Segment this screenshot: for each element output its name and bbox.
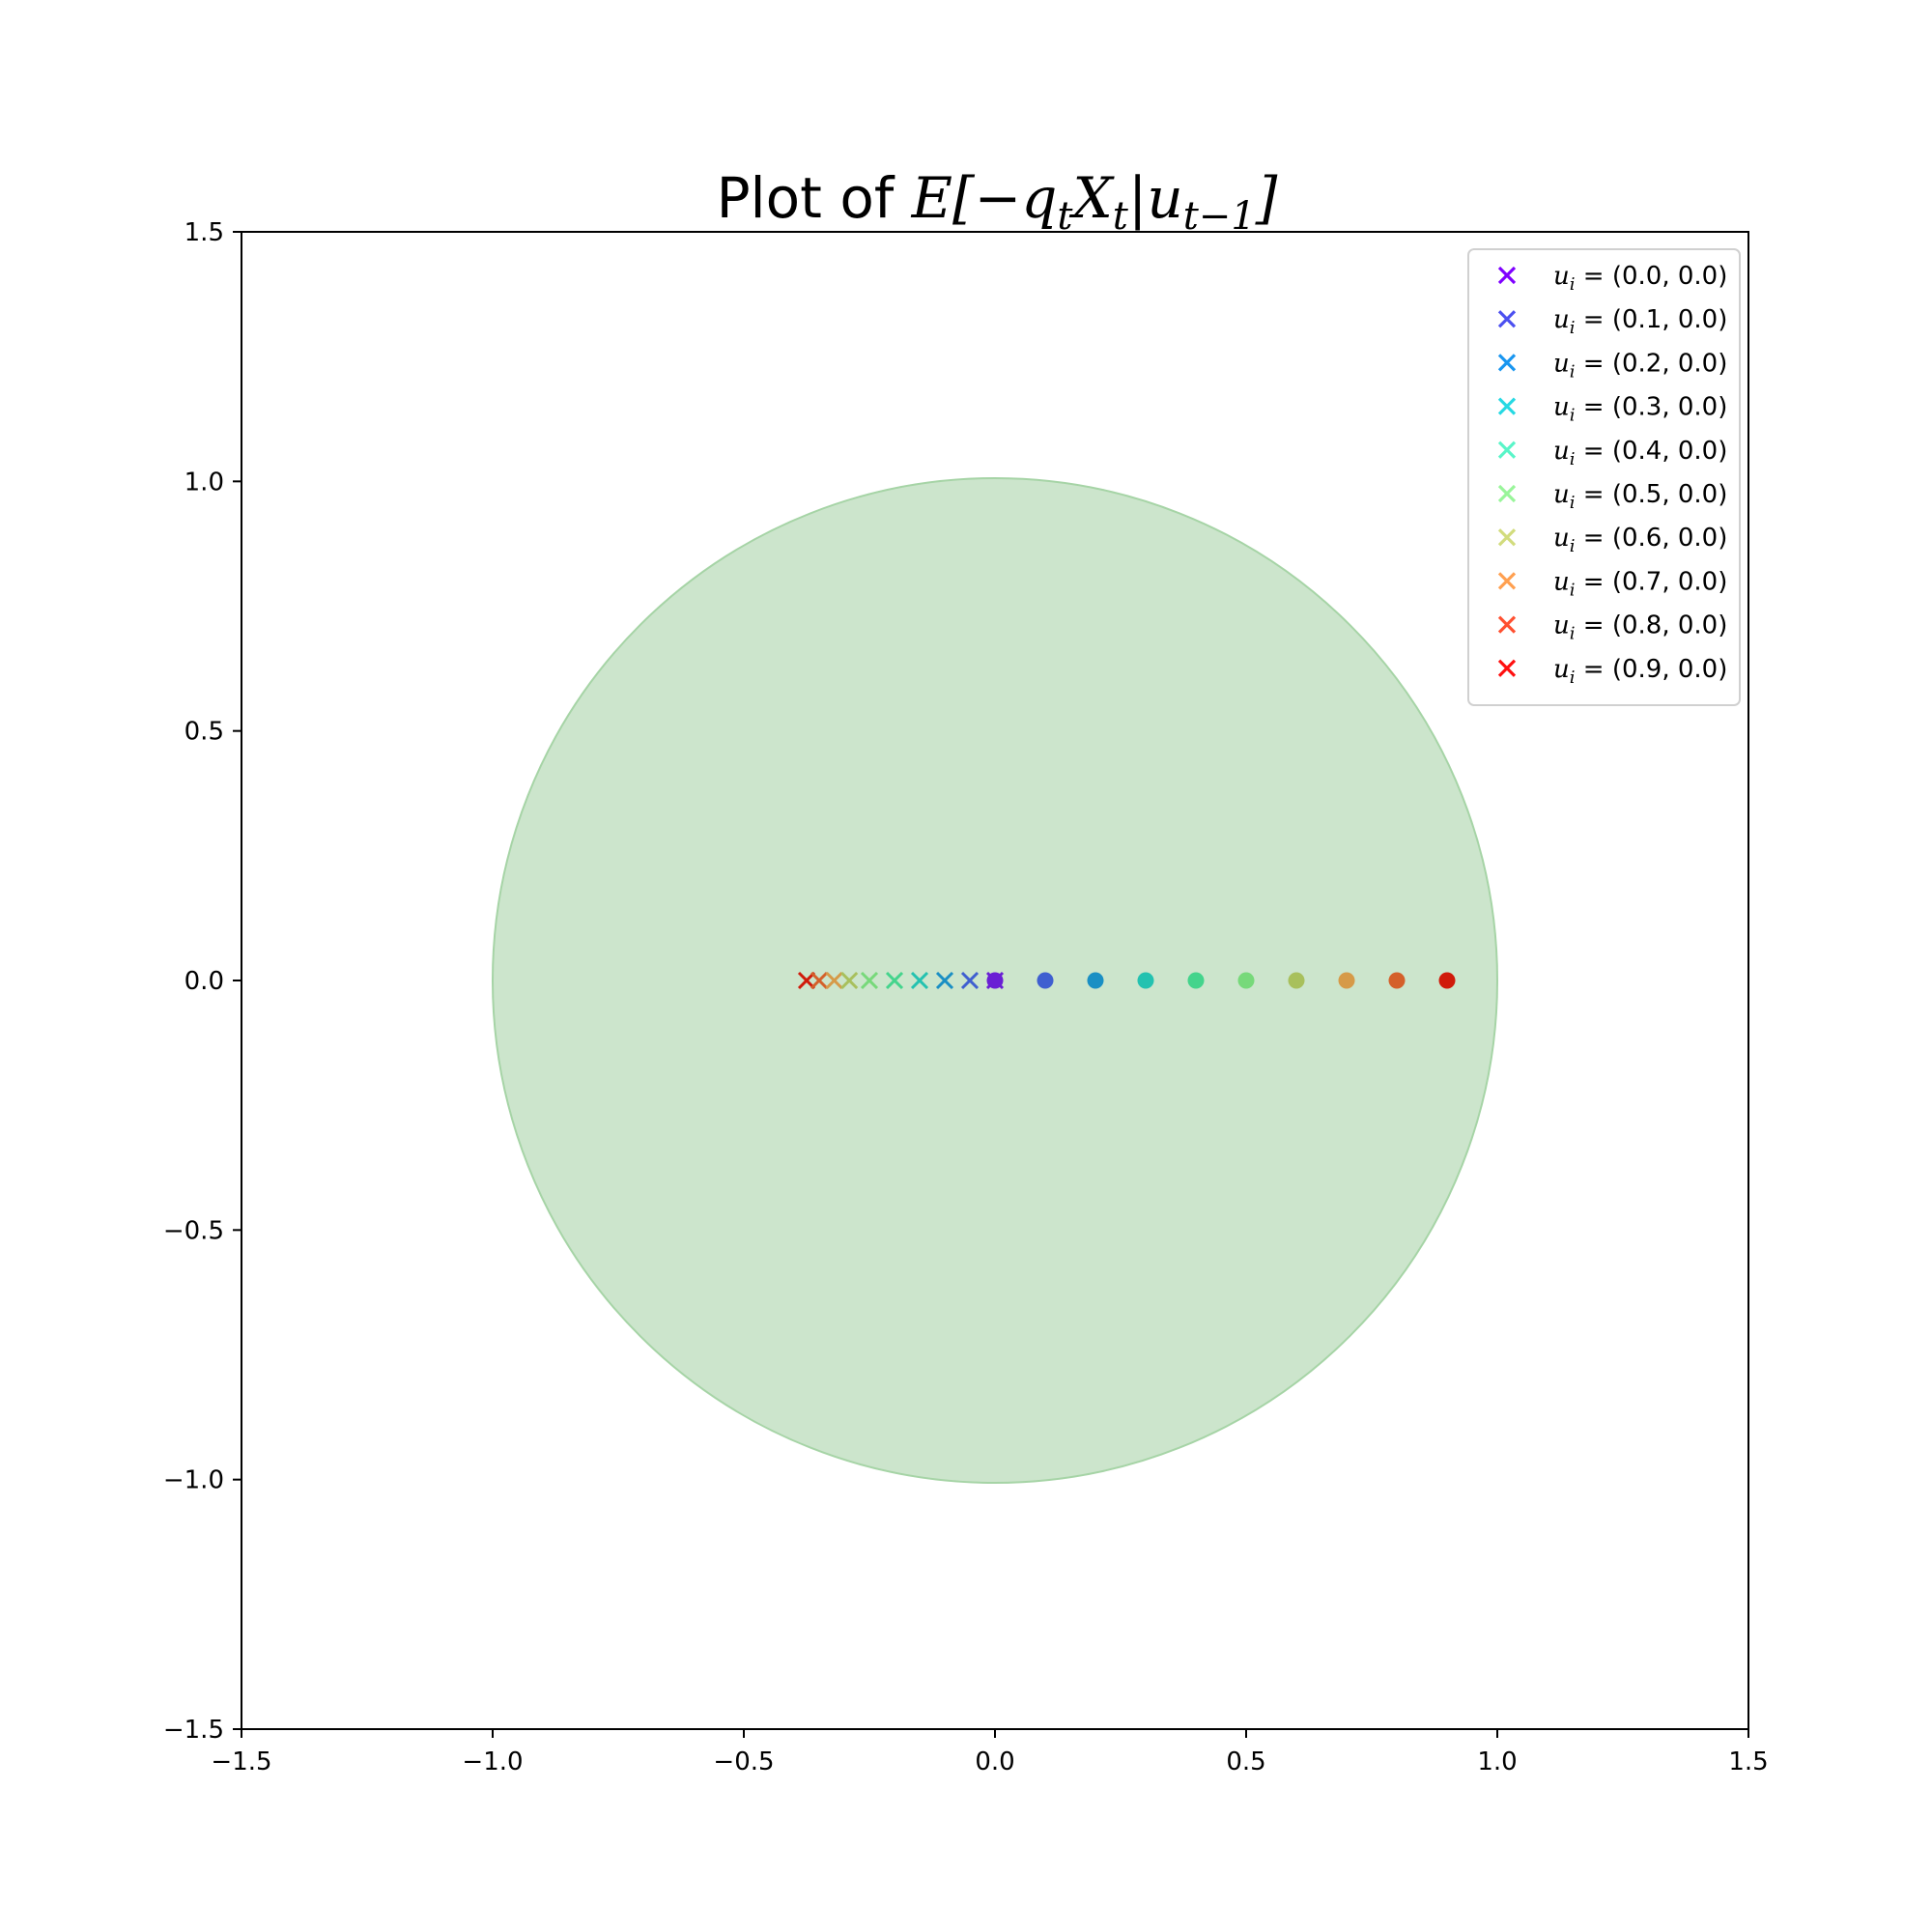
- u-point-2: [1087, 972, 1104, 989]
- legend-marker-7: [1497, 572, 1517, 590]
- chart-title: Plot of E[−qtXt|ut−1]: [717, 165, 1278, 239]
- legend-marker-stroke-b: [1497, 615, 1517, 634]
- legend-marker-2: [1497, 354, 1517, 372]
- u-point-4: [1187, 972, 1205, 989]
- y-tick-label-0: −1.5: [163, 1716, 224, 1745]
- legend-marker-stroke-b: [1497, 659, 1517, 677]
- expected-marker-8: [810, 971, 829, 990]
- u-point-8: [1388, 972, 1406, 989]
- legend-label-6: ui = (0.6, 0.0): [1553, 524, 1727, 556]
- expected-marker-stroke-b: [825, 971, 843, 990]
- expected-marker-4: [885, 971, 904, 990]
- title-mid: X: [1068, 165, 1115, 231]
- expected-marker-1: [960, 971, 980, 990]
- legend-marker-0: [1497, 266, 1517, 285]
- u-point-7: [1338, 972, 1355, 989]
- legend-label-8: ui = (0.8, 0.0): [1553, 611, 1727, 644]
- legend-marker-4: [1497, 440, 1517, 459]
- expected-marker-7: [825, 971, 843, 990]
- legend-marker-stroke-b: [1497, 266, 1517, 285]
- legend-marker-stroke-b: [1497, 528, 1517, 547]
- legend-marker-stroke-b: [1497, 354, 1517, 372]
- y-tick-label-6: 1.5: [185, 218, 224, 247]
- legend-label-3: ui = (0.3, 0.0): [1553, 393, 1727, 426]
- u-point-5: [1237, 972, 1255, 989]
- expected-marker-stroke-b: [985, 971, 1005, 990]
- expected-marker-stroke-b: [910, 971, 929, 990]
- axes: −1.5 −1.0 −0.5 0.0 0.5 1.0 1.5 −1.5 −1.0 −0.5 0.0 0…: [163, 218, 1769, 1776]
- chart-marks: [797, 971, 1456, 990]
- u-point-9: [1438, 972, 1456, 989]
- expected-marker-stroke-b: [935, 971, 954, 990]
- y-tick-label-3: 0.0: [185, 967, 224, 996]
- title-pipe: |u: [1128, 165, 1183, 231]
- legend-marker-stroke-b: [1497, 397, 1517, 415]
- title-sub1: t: [1057, 194, 1073, 239]
- u-point-1: [1037, 972, 1054, 989]
- x-tick-label-5: 1.0: [1477, 1747, 1517, 1776]
- legend-box: [1467, 248, 1741, 706]
- legend-marker-stroke-b: [1497, 440, 1517, 459]
- title-close: ]: [1255, 165, 1278, 231]
- expected-marker-stroke-b: [860, 971, 879, 990]
- y-tick-label-4: 0.5: [185, 718, 224, 747]
- legend-label-0: ui = (0.0, 0.0): [1553, 262, 1727, 295]
- legend-marker-stroke-b: [1497, 484, 1517, 503]
- legend: ui = (0.0, 0.0) ui = (0.1, 0.0) ui = (0.2,…: [1467, 248, 1741, 706]
- legend-label-4: ui = (0.4, 0.0): [1553, 437, 1727, 469]
- legend-marker-6: [1497, 528, 1517, 547]
- title-sub2: t: [1113, 194, 1129, 239]
- x-tick-label-0: −1.5: [211, 1747, 271, 1776]
- expected-marker-stroke-b: [960, 971, 980, 990]
- x-tick-label-6: 1.5: [1728, 1747, 1768, 1776]
- title-prefix: Plot of: [717, 165, 912, 231]
- x-tick-label-1: −1.0: [462, 1747, 523, 1776]
- legend-marker-stroke-b: [1497, 310, 1517, 328]
- legend-marker-1: [1497, 310, 1517, 328]
- legend-label-2: ui = (0.2, 0.0): [1553, 349, 1727, 382]
- legend-label-1: ui = (0.1, 0.0): [1553, 305, 1727, 338]
- expected-marker-5: [860, 971, 879, 990]
- y-tick-label-1: −1.0: [163, 1466, 224, 1495]
- legend-label-5: ui = (0.5, 0.0): [1553, 480, 1727, 513]
- expected-marker-stroke-b: [885, 971, 904, 990]
- y-tick-label-2: −0.5: [163, 1216, 224, 1245]
- legend-label-7: ui = (0.7, 0.0): [1553, 567, 1727, 600]
- title-expr: E[−q: [911, 165, 1058, 231]
- expected-marker-6: [840, 971, 859, 990]
- legend-marker-stroke-b: [1497, 572, 1517, 590]
- expected-marker-9: [797, 971, 816, 990]
- legend-marker-9: [1497, 659, 1517, 677]
- u-point-3: [1137, 972, 1154, 989]
- expected-marker-stroke-b: [797, 971, 816, 990]
- x-tick-label-3: 0.0: [975, 1747, 1014, 1776]
- expected-marker-stroke-b: [840, 971, 859, 990]
- expected-marker-3: [910, 971, 929, 990]
- legend-marker-5: [1497, 484, 1517, 503]
- legend-marker-3: [1497, 397, 1517, 415]
- legend-marker-8: [1497, 615, 1517, 634]
- legend-label-9: ui = (0.9, 0.0): [1553, 655, 1727, 688]
- x-tick-label-2: −0.5: [713, 1747, 774, 1776]
- expected-marker-0: [985, 971, 1005, 990]
- expected-marker-stroke-b: [810, 971, 829, 990]
- y-tick-label-5: 1.0: [185, 468, 224, 497]
- expected-marker-2: [935, 971, 954, 990]
- u-point-6: [1288, 972, 1305, 989]
- x-tick-label-4: 0.5: [1226, 1747, 1265, 1776]
